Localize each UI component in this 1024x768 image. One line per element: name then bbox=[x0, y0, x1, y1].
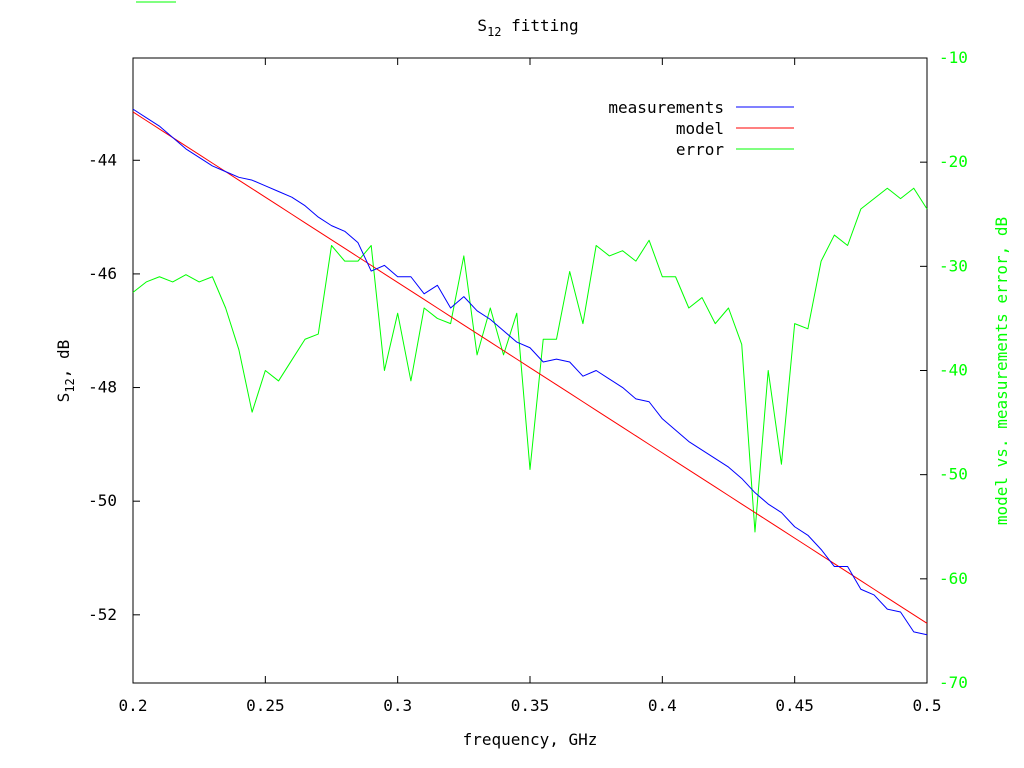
series-line-measurements bbox=[132, 108, 928, 636]
series-line-model bbox=[132, 111, 928, 624]
legend-label-measurements: measurements bbox=[608, 98, 724, 117]
x-tick-label: 0.45 bbox=[775, 696, 814, 715]
x-tick-label: 0.2 bbox=[119, 696, 148, 715]
y2-tick-label: -10 bbox=[939, 48, 968, 67]
y-axis-label-subscript: 12 bbox=[63, 378, 77, 392]
y-tick-label: -50 bbox=[88, 491, 117, 510]
series-line-error bbox=[132, 187, 928, 533]
chart-title-subscript: 12 bbox=[487, 25, 501, 39]
x-tick-label: 0.4 bbox=[648, 696, 677, 715]
y2-axis-label: model vs. measurements error, dB bbox=[992, 217, 1011, 525]
legend-label-error: error bbox=[676, 140, 725, 159]
y-tick-label: -48 bbox=[88, 378, 117, 397]
x-axis-ticks: 0.2 0.25 0.3 0.35 0.4 0.45 0.5 bbox=[119, 58, 942, 715]
x-tick-label: 0.3 bbox=[383, 696, 412, 715]
chart-title-rest: fitting bbox=[502, 16, 579, 35]
y2-tick-label: -20 bbox=[939, 152, 968, 171]
y-axis-label-rest: , dB bbox=[54, 340, 73, 379]
y2-tick-label: -50 bbox=[939, 465, 968, 484]
chart-title-main: S bbox=[477, 16, 487, 35]
y-axis-label-main: S bbox=[54, 393, 73, 403]
y2-tick-label: -30 bbox=[939, 256, 968, 275]
y-tick-label: -52 bbox=[88, 605, 117, 624]
y2-tick-label: -60 bbox=[939, 569, 968, 588]
y2-tick-label: -70 bbox=[939, 673, 968, 692]
y2-axis-ticks: -10 -20 -30 -40 -50 -60 -70 bbox=[920, 48, 968, 692]
legend-label-model: model bbox=[676, 119, 724, 138]
series-layer bbox=[132, 108, 928, 636]
chart-title: S12 fitting bbox=[477, 16, 578, 39]
y2-tick-label: -40 bbox=[939, 361, 968, 380]
y-tick-label: -44 bbox=[88, 150, 117, 169]
y-tick-label: -46 bbox=[88, 264, 117, 283]
y-axis-label: S12, dB bbox=[54, 340, 77, 403]
x-tick-label: 0.35 bbox=[511, 696, 550, 715]
plot-frame bbox=[132, 57, 928, 684]
x-tick-label: 0.25 bbox=[246, 696, 285, 715]
y-axis-ticks: -44 -46 -48 -50 -52 bbox=[88, 150, 140, 624]
legend: measurements model error bbox=[608, 98, 794, 159]
x-axis-label: frequency, GHz bbox=[463, 730, 598, 749]
x-tick-label: 0.5 bbox=[913, 696, 942, 715]
